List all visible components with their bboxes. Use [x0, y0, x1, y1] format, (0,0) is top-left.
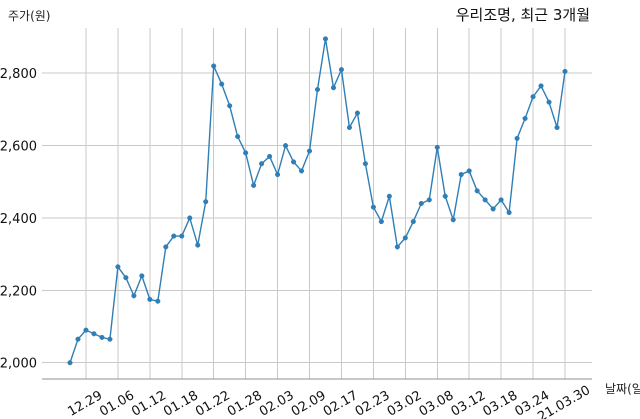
- label-layer: 주가(원) 우리조명, 최근 3개월 날짜(일): [8, 6, 640, 396]
- price-point: [163, 244, 169, 250]
- x-tick-label: 03.08: [417, 388, 457, 419]
- price-point: [538, 83, 544, 89]
- price-point: [546, 99, 552, 105]
- x-tick-label: 02.17: [321, 388, 361, 419]
- y-tick-label: 2,200: [0, 284, 37, 299]
- x-tick-label: 02.09: [289, 388, 329, 419]
- x-tick-label: 02.23: [353, 388, 393, 419]
- price-point: [402, 235, 408, 241]
- price-point: [298, 168, 305, 174]
- price-point: [562, 68, 568, 74]
- price-point: [131, 293, 137, 299]
- price-point: [219, 81, 225, 87]
- price-point: [211, 63, 217, 69]
- price-point: [203, 199, 209, 205]
- price-point: [291, 159, 297, 165]
- x-tick-label: 01.06: [97, 388, 137, 419]
- price-point: [450, 217, 456, 223]
- price-point: [139, 273, 145, 279]
- price-point: [171, 233, 177, 239]
- price-point: [330, 85, 337, 91]
- price-point: [498, 197, 504, 203]
- price-point: [123, 275, 129, 281]
- price-point: [67, 360, 73, 366]
- x-tick-label: 03.18: [481, 388, 521, 419]
- x-tick-label: 01.18: [161, 388, 201, 419]
- axis-layer: 2,000 2,200 2,400 2,600 2,800 12.2901.0601.12…: [0, 67, 593, 419]
- price-point: [275, 172, 281, 178]
- price-point: [314, 86, 321, 93]
- price-point: [482, 197, 488, 203]
- price-point: [115, 264, 121, 270]
- price-point: [283, 143, 289, 149]
- price-point: [306, 148, 313, 154]
- y-axis-label: 주가(원): [8, 9, 50, 23]
- price-point: [474, 188, 480, 194]
- x-tick-label: 12.29: [65, 388, 105, 419]
- series-layer: [67, 36, 568, 366]
- price-point: [514, 135, 520, 141]
- price-point: [434, 144, 440, 150]
- x-tick-label: 02.03: [257, 388, 297, 419]
- chart-title: 우리조명, 최근 3개월: [456, 6, 590, 24]
- x-axis-label: 날짜(일): [605, 382, 640, 396]
- y-tick-label: 2,000: [0, 357, 37, 372]
- price-point: [235, 134, 241, 140]
- price-point: [195, 242, 201, 248]
- price-point: [362, 161, 368, 167]
- price-point: [155, 298, 161, 304]
- x-tick-label: 03.12: [449, 388, 489, 419]
- y-tick-label: 2,400: [0, 212, 37, 227]
- price-point: [426, 197, 432, 203]
- price-point: [322, 36, 329, 42]
- x-tick-label: 01.28: [225, 388, 265, 419]
- price-point: [554, 124, 560, 131]
- price-point: [370, 204, 376, 210]
- price-point: [530, 94, 536, 100]
- price-point: [259, 161, 265, 167]
- price-point: [490, 206, 496, 212]
- price-point: [91, 331, 97, 337]
- price-point: [338, 67, 345, 73]
- price-point: [75, 336, 81, 342]
- x-tick-label: 01.22: [193, 388, 233, 419]
- price-point: [442, 193, 448, 199]
- grid-layer: [42, 28, 592, 379]
- price-point: [243, 150, 249, 156]
- price-point: [394, 244, 400, 250]
- x-tick-label: 01.12: [129, 388, 169, 419]
- price-point: [346, 124, 352, 131]
- y-tick-label: 2,600: [0, 140, 37, 155]
- price-point: [458, 172, 464, 178]
- price-point: [466, 168, 472, 174]
- price-point: [354, 110, 360, 116]
- price-point: [378, 219, 384, 225]
- price-point: [386, 193, 392, 199]
- price-point: [251, 182, 257, 188]
- price-point: [227, 103, 233, 109]
- price-point: [147, 296, 153, 302]
- price-point: [99, 334, 105, 340]
- x-tick-label: 03.02: [385, 388, 425, 419]
- price-point: [187, 215, 193, 221]
- y-tick-label: 2,800: [0, 67, 37, 82]
- price-point: [522, 115, 528, 122]
- price-point: [83, 327, 89, 333]
- price-point: [410, 219, 416, 225]
- price-point: [267, 153, 273, 160]
- price-point: [179, 233, 185, 239]
- price-point: [418, 200, 424, 207]
- price-point: [506, 210, 512, 216]
- price-point: [107, 336, 113, 342]
